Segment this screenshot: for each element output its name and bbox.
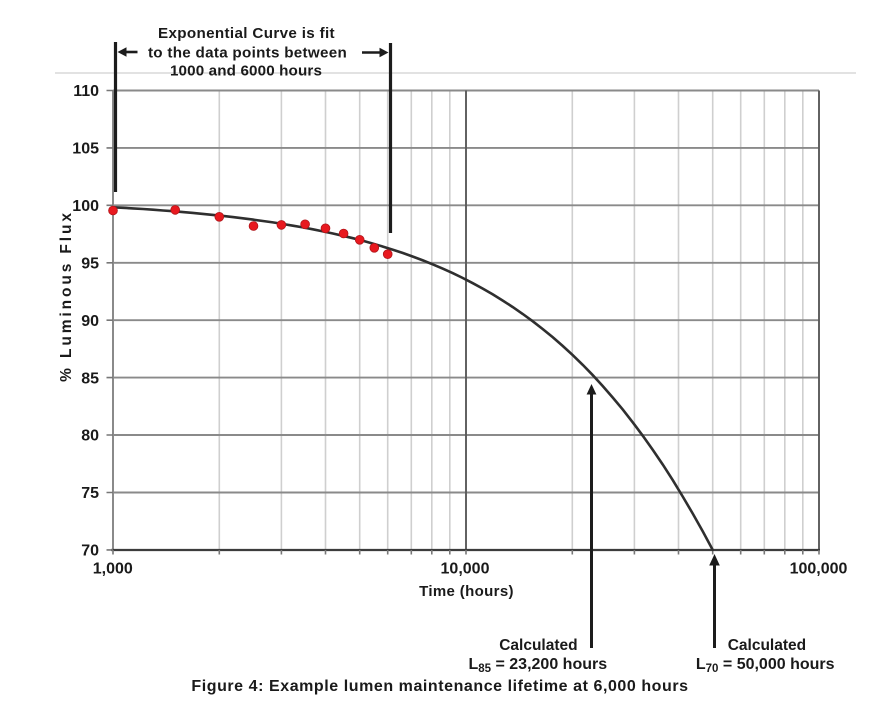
svg-text:10,000: 10,000	[441, 561, 490, 578]
svg-text:Calculated: Calculated	[499, 637, 577, 654]
svg-text:Calculated: Calculated	[728, 637, 806, 654]
svg-text:L70 = 50,000 hours: L70 = 50,000 hours	[696, 656, 835, 675]
svg-text:110: 110	[73, 83, 99, 100]
svg-text:100: 100	[72, 198, 99, 215]
svg-text:% Luminous Flux: % Luminous Flux	[58, 210, 75, 382]
svg-text:100,000: 100,000	[790, 561, 848, 578]
svg-text:95: 95	[81, 256, 99, 273]
svg-text:to the data points between: to the data points between	[148, 44, 347, 61]
svg-text:105: 105	[72, 141, 99, 158]
svg-text:70: 70	[81, 543, 99, 560]
svg-text:90: 90	[81, 313, 99, 330]
svg-text:Figure 4: Example lumen mainte: Figure 4: Example lumen maintenance life…	[191, 678, 688, 695]
svg-text:75: 75	[81, 485, 99, 502]
svg-text:85: 85	[81, 370, 99, 387]
svg-text:1000 and 6000 hours: 1000 and 6000 hours	[170, 63, 322, 80]
svg-text:1,000: 1,000	[93, 561, 133, 578]
svg-text:80: 80	[81, 428, 99, 445]
svg-text:L85 = 23,200 hours: L85 = 23,200 hours	[468, 656, 607, 675]
svg-text:Exponential Curve is fit: Exponential Curve is fit	[158, 25, 335, 42]
svg-text:Time (hours): Time (hours)	[419, 583, 514, 600]
